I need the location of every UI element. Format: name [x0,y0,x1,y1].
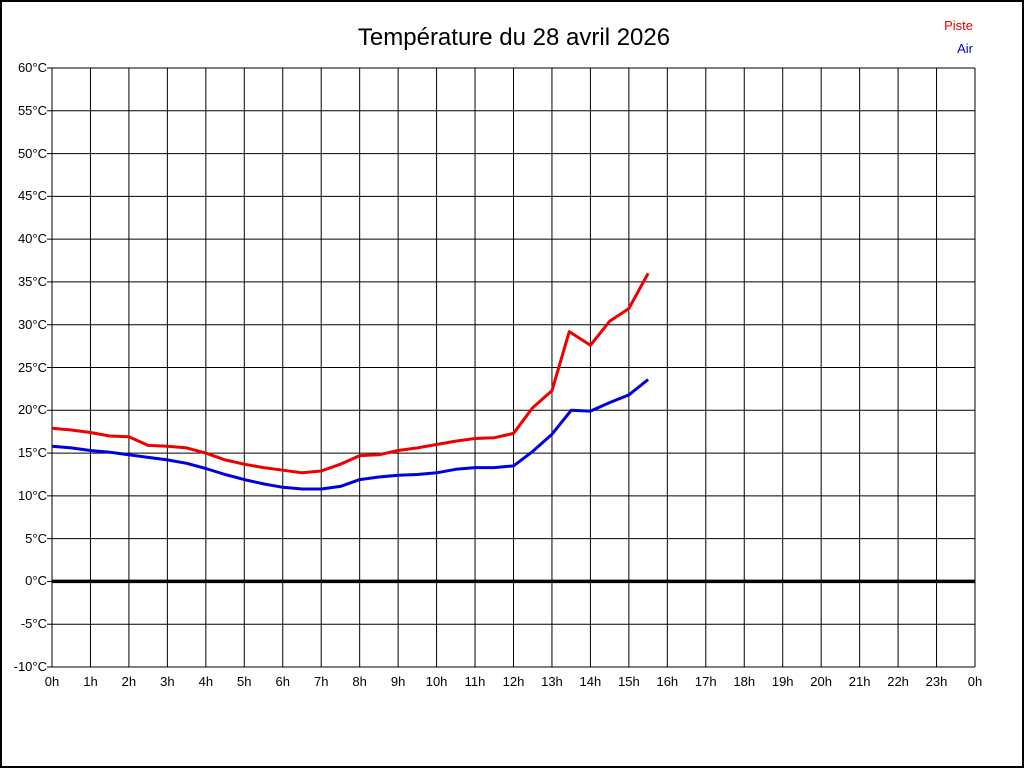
series-line-air [51,378,650,491]
y-tick-label: 45°C [17,188,47,204]
legend-item-air: Air [957,41,973,56]
y-tick-label: 15°C [17,445,47,461]
x-tick-label: 8h [352,674,367,689]
x-tick-label: 11h [464,674,486,689]
y-tick-label: 35°C [17,273,47,289]
x-tick-label: 13h [541,674,563,689]
x-tick-label: 20h [810,674,832,689]
x-tick-label: 4h [198,674,214,689]
y-tick-label: 0°C [25,573,47,589]
x-tick-label: 5h [237,674,252,689]
x-tick-label: 16h [656,674,679,689]
y-tick-label: 20°C [17,402,47,418]
x-tick-label: 0h [967,674,983,689]
y-tick-label: 60°C [17,60,47,75]
x-tick-label: 0h [44,674,60,689]
y-tick-label: 30°C [17,316,47,332]
y-tick-label: 25°C [17,359,47,375]
y-tick-label: 10°C [17,487,47,503]
x-tick-label: 22h [887,674,909,689]
y-tick-label: -5°C [20,616,47,632]
x-tick-label: 23h [925,674,948,689]
x-tick-label: 14h [579,674,602,689]
x-tick-label: 3h [160,674,175,689]
y-tick-label: -10°C [13,659,47,674]
x-tick-label: 17h [694,674,717,689]
x-tick-label: 12h [502,674,525,689]
x-tick-label: 15h [618,674,640,689]
x-tick-label: 1h [83,674,98,689]
series-line-piste [51,272,650,475]
legend: Piste Air [944,14,973,60]
chart-title: Température du 28 avril 2026 [357,24,671,51]
x-tick-label: 6h [275,674,290,689]
y-tick-label: 50°C [17,145,47,161]
x-tick-label: 19h [771,674,794,689]
x-tick-label: 2h [121,674,137,689]
legend-item-piste: Piste [944,18,973,33]
x-tick-label: 7h [313,674,329,689]
x-tick-label: 10h [425,674,448,689]
x-tick-label: 9h [390,674,406,689]
y-tick-label: 55°C [17,102,47,118]
x-tick-label: 21h [848,674,871,689]
y-tick-label: 5°C [25,530,47,546]
y-tick-label: 40°C [17,231,47,247]
x-tick-label: 18h [733,674,756,689]
